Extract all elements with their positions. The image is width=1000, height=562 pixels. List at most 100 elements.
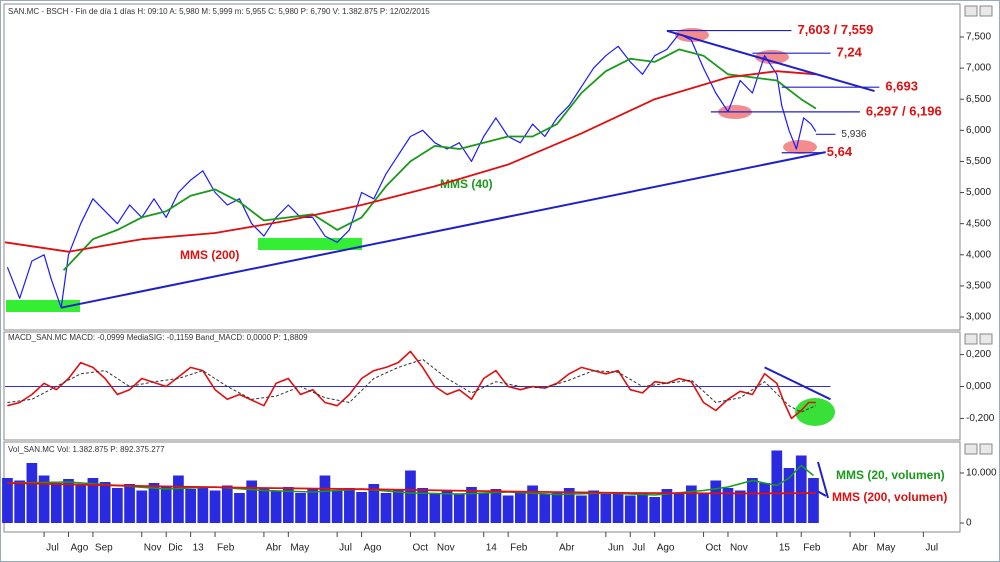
volume-bar xyxy=(747,478,758,523)
volume-bar xyxy=(173,475,184,523)
y-tick-label: -0,200 xyxy=(966,413,995,424)
volume-bar xyxy=(673,494,685,523)
x-tick-label: Jul xyxy=(339,543,352,554)
x-tick-label: Feb xyxy=(803,543,821,554)
series-label: MMS (40) xyxy=(440,177,493,191)
x-tick-label: Jul xyxy=(46,543,59,554)
volume-bar xyxy=(2,478,13,523)
volume-bar xyxy=(356,492,367,523)
volume-bar xyxy=(771,450,783,523)
volume-bar xyxy=(148,483,160,523)
level-label: 6,297 / 6,196 xyxy=(866,103,942,118)
volume-bar xyxy=(185,489,196,523)
y-tick-label: 0 xyxy=(966,518,972,529)
volume-bar xyxy=(808,478,819,523)
volume-bar xyxy=(124,484,135,523)
x-tick-label: Dic xyxy=(168,543,182,554)
volume-bar xyxy=(197,488,209,523)
volume-bar xyxy=(722,488,734,523)
volume-bar xyxy=(14,480,26,523)
volume-bar xyxy=(344,488,355,523)
volume-bar xyxy=(87,478,99,523)
volume-bar xyxy=(258,488,270,523)
panel-button[interactable] xyxy=(964,5,978,17)
volume-bar xyxy=(661,489,673,523)
volume-bar xyxy=(490,489,502,523)
volume-bar xyxy=(795,455,807,523)
volume-bar xyxy=(63,479,74,523)
level-label: 5,64 xyxy=(827,144,853,159)
volume-bar xyxy=(417,488,429,523)
volume-bar xyxy=(649,497,661,523)
volume-bar xyxy=(136,490,148,523)
volume-bar xyxy=(576,495,587,523)
x-tick-label: Jul xyxy=(632,543,645,554)
x-tick-label: Oct xyxy=(412,543,428,554)
trend-line xyxy=(764,366,831,401)
panel-button[interactable] xyxy=(979,333,993,345)
x-tick-label: Jul xyxy=(925,543,938,554)
volume-bar xyxy=(282,487,294,523)
volume-bar xyxy=(319,475,331,523)
series-line xyxy=(7,350,816,420)
volume-bar xyxy=(160,487,172,523)
volume-bar xyxy=(685,485,697,523)
volume-bar xyxy=(527,485,538,523)
plot: SAN.MC - BSCH - Fin de día 1 días H: 09:… xyxy=(2,7,997,554)
x-tick-label: Feb xyxy=(510,543,528,554)
level-label: 6,693 xyxy=(885,79,918,94)
volume-bar xyxy=(441,490,453,523)
y-tick-label: 5,000 xyxy=(966,187,991,198)
series-line xyxy=(6,33,817,309)
volume-bar xyxy=(539,494,551,523)
volume-bar xyxy=(478,493,490,523)
panel-button[interactable] xyxy=(979,5,993,17)
volume-bar xyxy=(307,489,319,523)
x-tick-label: Ago xyxy=(364,543,382,554)
x-tick-label: 14 xyxy=(486,543,498,554)
x-tick-label: Ago xyxy=(71,543,89,554)
y-tick-label: 0,000 xyxy=(966,381,991,392)
volume-bar xyxy=(734,490,746,523)
volume-bar xyxy=(466,487,477,523)
support-zone xyxy=(258,238,362,250)
volume-bar xyxy=(429,493,441,523)
panel-button[interactable] xyxy=(964,443,978,455)
volume-bar xyxy=(405,470,416,523)
panel-header: MACD_SAN.MC MACD: -0,0999 MediaSIG: -0,1… xyxy=(8,333,308,342)
volume-bar xyxy=(75,485,87,523)
series-line xyxy=(7,482,816,495)
x-tick-label: Oct xyxy=(706,543,722,554)
y-tick-label: 7,500 xyxy=(966,32,991,43)
panel-header: SAN.MC - BSCH - Fin de día 1 días H: 09:… xyxy=(8,7,430,16)
volume-bar xyxy=(270,490,282,523)
volume-bar xyxy=(295,493,306,523)
panel-header: Vol_SAN.MC Vol: 1.382.875 P: 892.375.277 xyxy=(8,445,165,454)
series-line xyxy=(7,358,817,413)
panel-button[interactable] xyxy=(979,443,993,455)
price-panel xyxy=(3,3,961,331)
volume-bar xyxy=(111,488,123,523)
volume-bar xyxy=(551,493,563,523)
volume-bar xyxy=(331,490,343,523)
volume-bar xyxy=(637,493,648,523)
volume-bar xyxy=(563,488,575,523)
volume-bar xyxy=(38,475,50,523)
x-tick-label: Sep xyxy=(95,543,113,554)
x-tick-label: Ago xyxy=(657,543,675,554)
x-tick-label: May xyxy=(877,543,896,554)
series-line xyxy=(4,70,816,253)
x-tick-label: Nov xyxy=(437,543,455,554)
x-tick-label: Abr xyxy=(852,543,868,554)
volume-bar xyxy=(453,494,465,523)
panel-button[interactable] xyxy=(964,333,978,345)
volume-bar xyxy=(209,490,221,523)
volume-bar xyxy=(392,490,404,523)
arrow xyxy=(817,461,829,499)
x-tick-label: Feb xyxy=(217,543,235,554)
volume-bar xyxy=(612,492,624,523)
volume-bar xyxy=(99,482,111,523)
y-tick-label: 4,500 xyxy=(966,218,991,229)
y-tick-label: 0,200 xyxy=(966,349,991,360)
